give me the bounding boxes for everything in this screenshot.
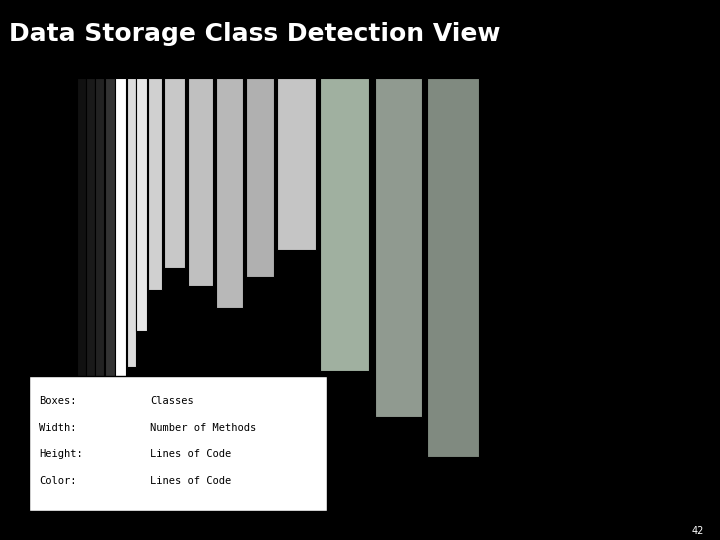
Bar <box>277 78 315 249</box>
Bar <box>77 78 86 493</box>
Text: Lines of Code: Lines of Code <box>150 476 231 486</box>
Bar <box>105 78 114 439</box>
Bar <box>374 78 422 416</box>
Bar <box>427 78 479 457</box>
Bar <box>29 376 328 511</box>
Bar <box>127 78 135 367</box>
Text: Lines of Code: Lines of Code <box>150 449 231 460</box>
Text: Data Storage Class Detection View: Data Storage Class Detection View <box>9 22 500 46</box>
Bar <box>484 78 699 516</box>
Text: Color:: Color: <box>39 476 76 486</box>
Bar <box>86 78 94 480</box>
Bar <box>216 78 243 308</box>
Bar <box>95 78 104 466</box>
Text: Classes: Classes <box>150 396 194 406</box>
Bar <box>164 78 185 268</box>
Bar <box>246 78 274 276</box>
Text: Number of Methods: Number of Methods <box>150 422 256 433</box>
Text: Boxes:: Boxes: <box>39 396 76 406</box>
Bar <box>189 78 212 286</box>
Bar <box>136 78 148 331</box>
Text: 42: 42 <box>692 525 704 536</box>
Bar <box>148 78 162 291</box>
Text: Width:: Width: <box>39 422 76 433</box>
Text: Height:: Height: <box>39 449 83 460</box>
Bar <box>115 78 126 403</box>
Bar <box>320 78 369 372</box>
